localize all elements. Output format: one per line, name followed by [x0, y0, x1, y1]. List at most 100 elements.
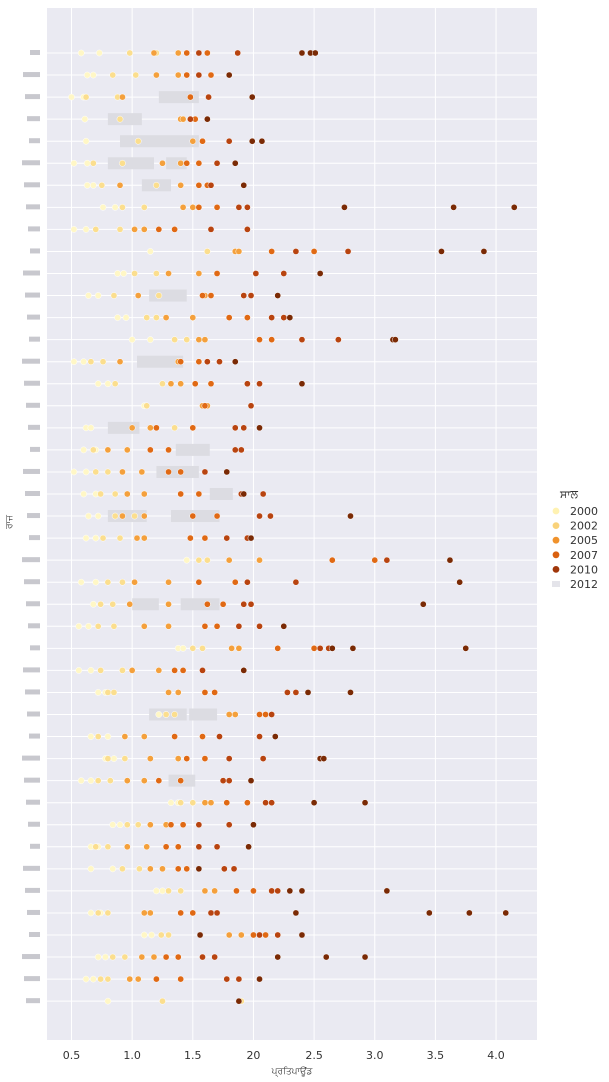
data-point	[310, 248, 318, 255]
data-point	[204, 49, 211, 57]
data-point	[140, 909, 148, 917]
data-point	[231, 711, 239, 718]
data-point	[199, 733, 206, 740]
data-point	[244, 226, 251, 233]
data-point	[167, 799, 175, 807]
data-point	[213, 512, 221, 520]
data-point	[83, 159, 91, 167]
data-point	[240, 181, 248, 189]
data-point	[131, 226, 138, 233]
data-point	[361, 953, 369, 961]
data-point	[153, 71, 160, 79]
legend-2012-band	[158, 91, 199, 104]
data-point	[155, 226, 163, 233]
data-point	[213, 204, 221, 211]
data-point	[140, 622, 148, 630]
data-point	[89, 446, 97, 454]
data-point	[298, 380, 306, 388]
data-point	[349, 645, 357, 652]
data-point	[268, 314, 275, 321]
data-point	[104, 380, 112, 388]
data-point	[204, 556, 211, 564]
data-point	[235, 622, 243, 630]
data-point	[189, 645, 197, 652]
data-point	[92, 534, 100, 542]
x-tick-label: 1.0	[123, 1049, 141, 1062]
data-point	[97, 975, 104, 983]
data-point	[344, 248, 352, 255]
data-point	[187, 115, 194, 123]
data-point	[120, 270, 128, 277]
data-point	[165, 887, 172, 895]
data-point	[82, 468, 90, 476]
data-point	[231, 578, 239, 586]
data-point	[256, 711, 263, 718]
data-point	[132, 71, 140, 79]
data-point	[85, 622, 92, 630]
data-point	[231, 446, 239, 454]
data-point	[177, 468, 185, 476]
data-point	[82, 226, 90, 233]
data-point	[204, 115, 211, 123]
data-point	[256, 424, 263, 432]
data-point	[94, 380, 102, 388]
data-point	[231, 159, 239, 167]
legend-title: ਸਾਲ	[559, 488, 578, 501]
data-point	[82, 534, 90, 542]
y-axis-title: ਰਾਜ	[5, 514, 15, 530]
data-point	[259, 490, 267, 498]
data-point	[211, 689, 218, 696]
data-point	[119, 93, 126, 101]
data-point	[153, 887, 160, 895]
data-point	[146, 248, 154, 255]
data-point	[177, 380, 185, 388]
data-point	[83, 71, 91, 79]
data-point	[225, 71, 233, 79]
data-point	[240, 600, 248, 608]
data-point	[207, 909, 215, 917]
data-point	[75, 622, 83, 630]
legend-label: 2012	[570, 578, 598, 591]
data-point	[159, 380, 166, 388]
data-point	[110, 689, 118, 696]
y-tick-label	[30, 843, 40, 849]
y-tick-label	[24, 777, 40, 783]
legend-2012-band	[137, 355, 184, 368]
data-point	[286, 314, 294, 321]
data-point	[328, 645, 336, 652]
data-point	[274, 953, 282, 961]
data-point	[244, 314, 251, 321]
data-point	[171, 667, 178, 674]
data-point	[216, 733, 223, 740]
x-tick-label: 4.0	[487, 1049, 505, 1062]
legend-2012-band	[107, 113, 142, 126]
data-point	[165, 600, 172, 608]
x-tick-label: 1.5	[184, 1049, 202, 1062]
data-point	[92, 843, 100, 851]
data-point	[274, 292, 282, 299]
data-point	[131, 578, 138, 586]
data-point	[109, 600, 117, 608]
data-point	[274, 887, 282, 895]
data-point	[179, 645, 187, 652]
data-point	[99, 358, 107, 366]
data-point	[146, 821, 154, 829]
data-point	[121, 755, 129, 762]
data-point	[121, 953, 129, 961]
data-point	[310, 645, 318, 652]
x-tick-labels: 0.5 1.0 1.5 20 2.5 3.0 3.5 4.0	[63, 1049, 505, 1062]
y-tick-label	[26, 402, 40, 408]
points-layer	[68, 49, 518, 1005]
x-tick-label: 2.5	[305, 1049, 323, 1062]
data-point	[92, 226, 100, 233]
data-point	[262, 931, 269, 939]
legend-label: 2002	[570, 520, 598, 533]
data-point	[256, 931, 263, 939]
legend-marker	[552, 507, 560, 515]
data-point	[195, 71, 203, 79]
data-point	[177, 777, 185, 785]
data-point	[177, 159, 185, 167]
data-point	[177, 799, 185, 807]
y-tick-label	[23, 667, 40, 673]
